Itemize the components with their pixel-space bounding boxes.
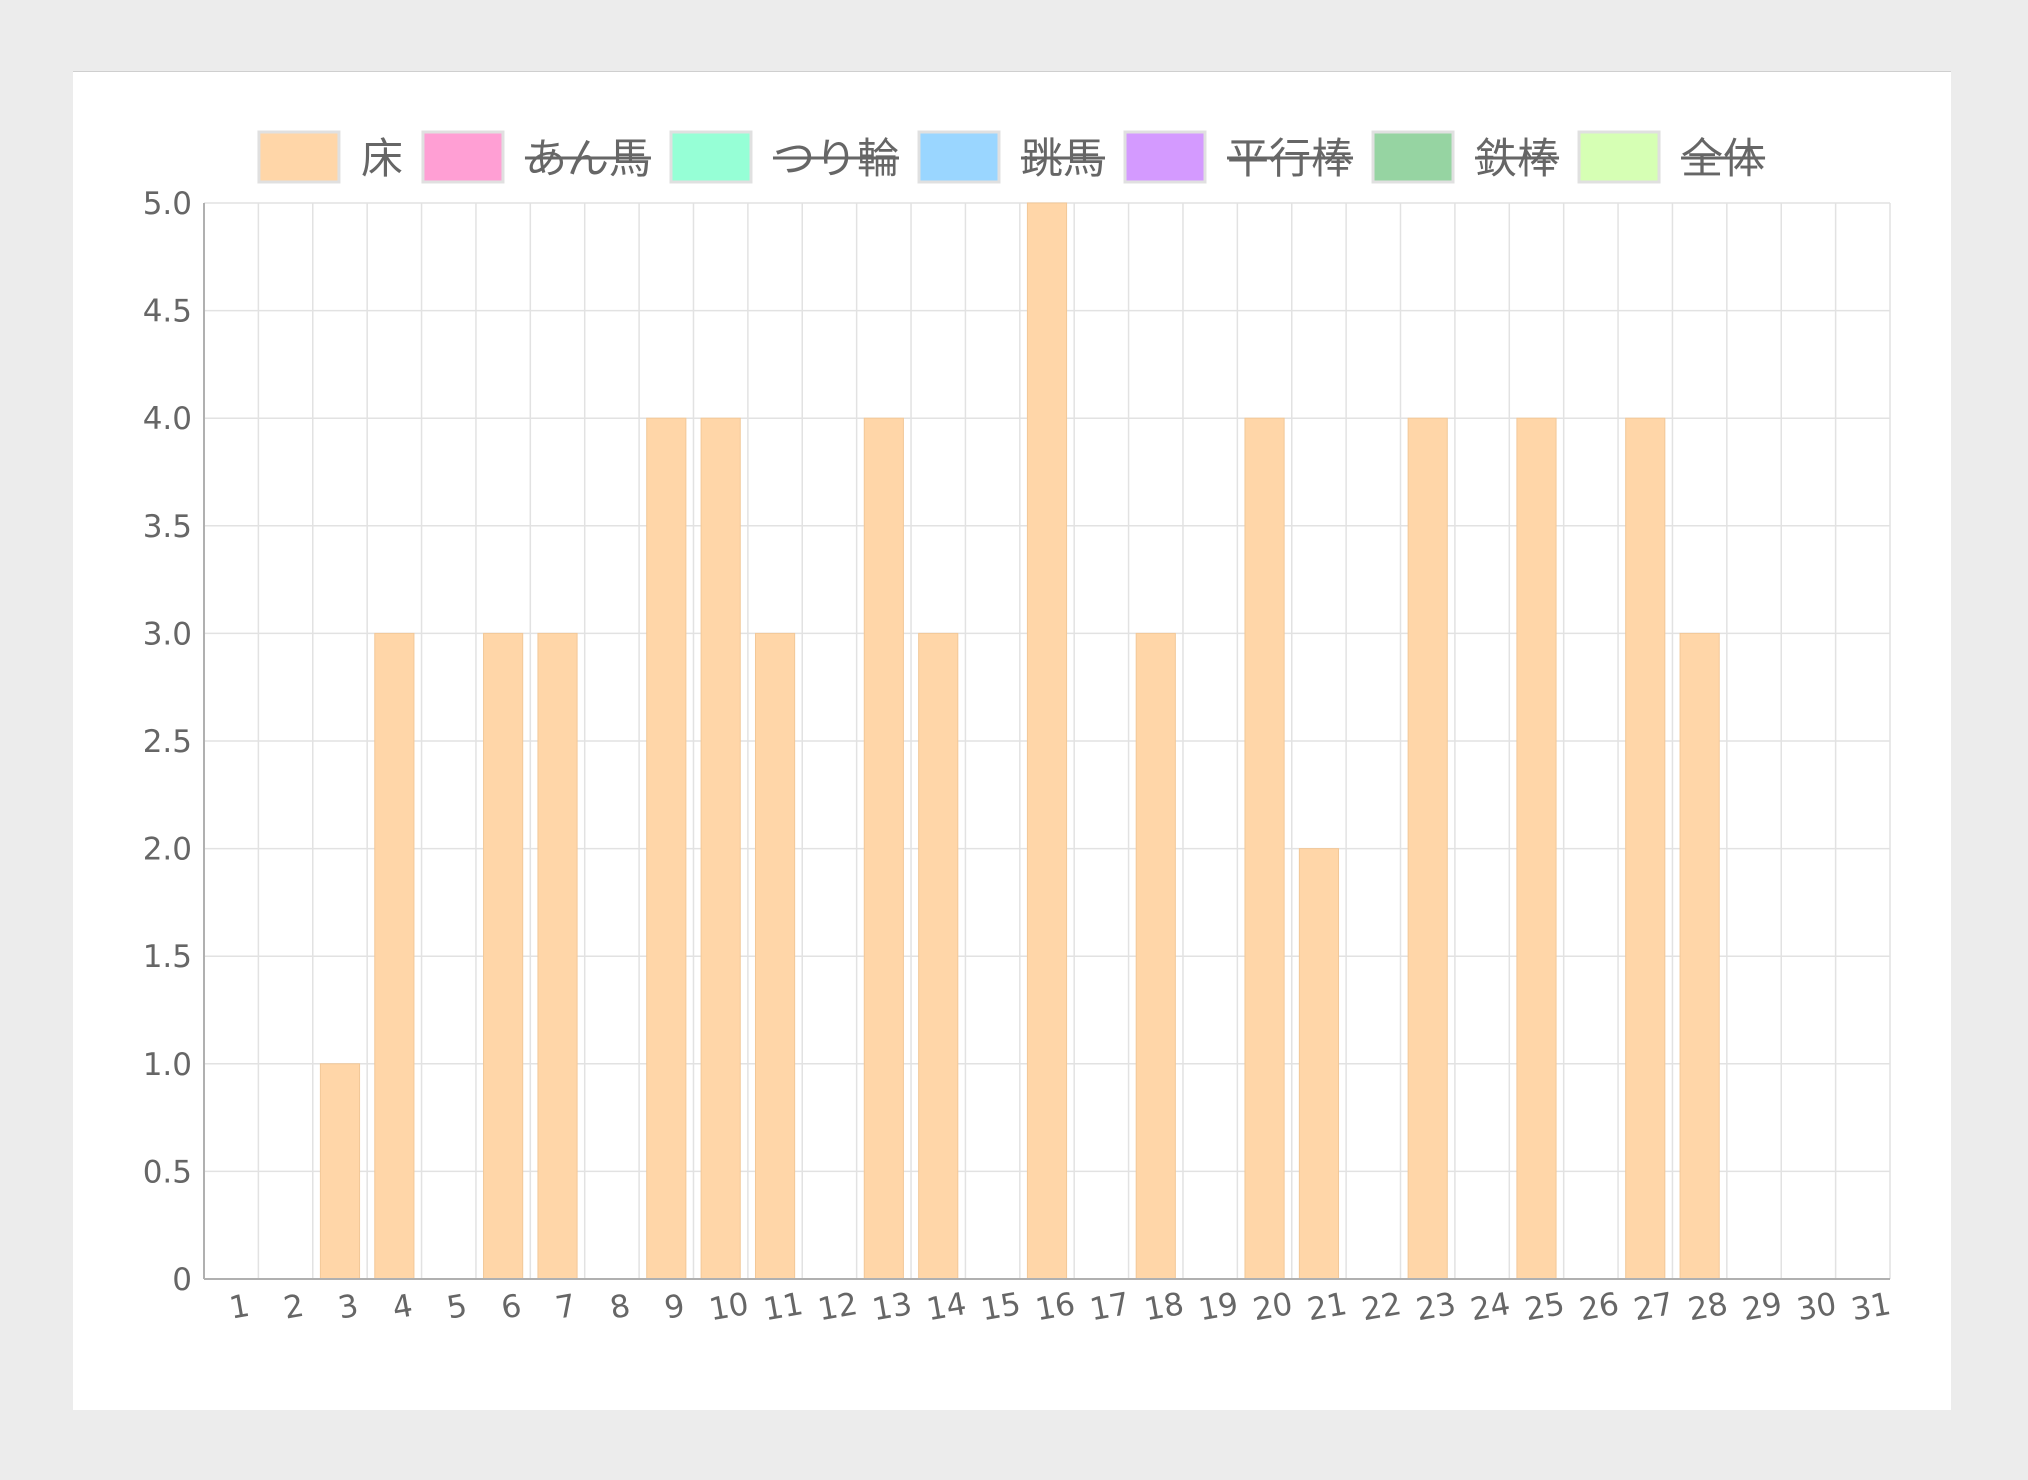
- x-axis-ticks: 1 2 3 4 5 6 7 8 9 10 11 12 13 14 15 16 17 18 19 20 21 22 23 24 2…: [227, 1286, 1894, 1328]
- legend-item-床[interactable]: 床: [257, 130, 403, 184]
- x-tick-label: 27: [1631, 1286, 1676, 1328]
- x-tick-label: 16: [1033, 1286, 1078, 1328]
- x-tick-label: 20: [1250, 1286, 1295, 1328]
- x-tick-label: 22: [1359, 1286, 1404, 1328]
- x-tick-label: 21: [1305, 1286, 1350, 1328]
- legend-swatch: [1123, 130, 1207, 184]
- x-tick-label: 11: [761, 1286, 806, 1328]
- bar-4[interactable]: [374, 632, 415, 1280]
- y-tick-label: 0: [172, 1262, 192, 1298]
- bar-11[interactable]: [754, 632, 796, 1280]
- bar-18[interactable]: [1135, 632, 1176, 1280]
- x-tick-label: 10: [706, 1286, 751, 1328]
- x-tick-label: 24: [1468, 1286, 1513, 1328]
- x-tick-label: 13: [870, 1286, 915, 1328]
- bar-3[interactable]: [319, 1063, 361, 1280]
- x-tick-label: 15: [978, 1286, 1023, 1328]
- legend-swatch: [257, 130, 341, 184]
- x-tick-label: 1: [227, 1288, 253, 1327]
- x-tick-label: 5: [444, 1288, 470, 1327]
- x-tick-label: 17: [1087, 1286, 1132, 1328]
- legend-swatch: [917, 130, 1001, 184]
- x-tick-label: 3: [335, 1288, 361, 1327]
- legend-swatch: [421, 130, 505, 184]
- bar-23[interactable]: [1407, 417, 1448, 1280]
- x-tick-label: 12: [815, 1286, 860, 1328]
- bar-16[interactable]: [1026, 202, 1068, 1280]
- bar-9[interactable]: [646, 417, 687, 1280]
- x-tick-label: 19: [1196, 1286, 1241, 1328]
- legend-swatch: [1577, 130, 1661, 184]
- x-tick-label: 2: [281, 1288, 307, 1327]
- x-tick-label: 9: [662, 1288, 688, 1327]
- y-tick-label: 2.5: [143, 724, 192, 760]
- x-tick-label: 28: [1685, 1286, 1730, 1328]
- y-tick-label: 3.5: [143, 509, 192, 545]
- y-tick-label: 1.0: [143, 1047, 192, 1083]
- bar-13[interactable]: [863, 417, 904, 1280]
- bar-27[interactable]: [1625, 417, 1666, 1280]
- x-tick-label: 25: [1522, 1286, 1567, 1328]
- legend-swatch: [669, 130, 753, 184]
- x-tick-label: 18: [1141, 1286, 1186, 1328]
- x-tick-label: 8: [607, 1288, 633, 1327]
- bar-21[interactable]: [1298, 848, 1340, 1280]
- legend-item-平行棒[interactable]: 平行棒: [1123, 130, 1354, 184]
- y-tick-label: 2.0: [143, 832, 192, 868]
- axes: [203, 203, 1890, 1280]
- x-tick-label: 26: [1577, 1286, 1622, 1328]
- bar-6[interactable]: [483, 632, 524, 1280]
- x-tick-label: 30: [1794, 1286, 1839, 1328]
- legend: 床あん馬 つり輪 跳馬 平行棒 鉄棒 全体: [257, 130, 1766, 184]
- y-tick-label: 0.5: [143, 1154, 192, 1190]
- bar-20[interactable]: [1244, 417, 1285, 1280]
- x-tick-label: 29: [1740, 1286, 1785, 1328]
- y-tick-label: 1.5: [143, 939, 192, 975]
- bar-7[interactable]: [537, 632, 578, 1280]
- y-tick-label: 4.5: [143, 294, 192, 330]
- bars: [319, 202, 1720, 1280]
- y-tick-label: 4.0: [143, 401, 192, 437]
- x-tick-label: 6: [499, 1288, 525, 1327]
- x-tick-label: 23: [1413, 1286, 1458, 1328]
- legend-item-跳馬[interactable]: 跳馬: [917, 130, 1106, 184]
- legend-swatch: [1371, 130, 1455, 184]
- bar-14[interactable]: [918, 632, 959, 1280]
- legend-label: 床: [361, 134, 403, 183]
- legend-item-つり輪[interactable]: つり輪: [669, 130, 899, 184]
- x-tick-label: 14: [924, 1286, 969, 1328]
- y-axis-ticks: 0 0.5 1.0 1.5 2.0 2.5 3.0 3.5 4.0 4.5 5.0: [143, 186, 192, 1298]
- legend-item-鉄棒[interactable]: 鉄棒: [1371, 130, 1560, 184]
- legend-item-全体[interactable]: 全体: [1577, 130, 1766, 184]
- bar-25[interactable]: [1516, 417, 1557, 1280]
- legend-item-あん馬[interactable]: あん馬: [421, 130, 651, 184]
- x-tick-label: 7: [553, 1288, 579, 1327]
- bar-10[interactable]: [700, 417, 741, 1280]
- x-tick-label: 4: [390, 1288, 416, 1327]
- x-tick-label: 31: [1849, 1286, 1894, 1328]
- y-tick-label: 5.0: [143, 186, 192, 222]
- bar-28[interactable]: [1679, 632, 1720, 1280]
- y-tick-label: 3.0: [143, 616, 192, 652]
